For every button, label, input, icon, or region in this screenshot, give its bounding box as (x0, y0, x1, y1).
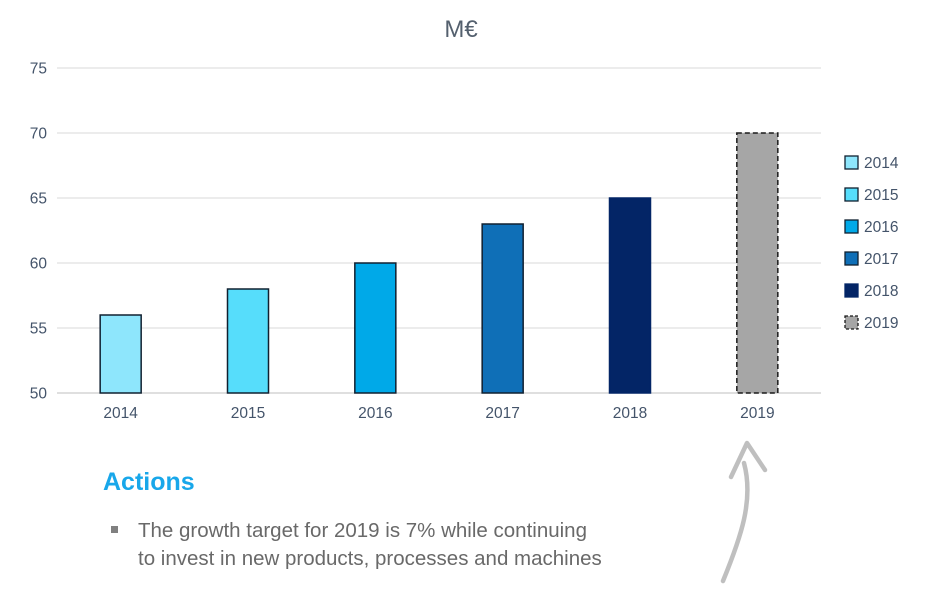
bullet-square-icon (111, 526, 118, 533)
x-tick-label-2016: 2016 (358, 405, 392, 422)
bar-2019 (736, 132, 779, 394)
x-tick-label-2014: 2014 (103, 405, 138, 422)
bar-2017 (481, 223, 524, 394)
legend-swatch-2018 (844, 283, 859, 298)
legend-swatch-2015 (844, 187, 859, 202)
bar-2018 (608, 197, 652, 394)
legend-label-2018: 2018 (864, 283, 898, 300)
legend-label-2015: 2015 (864, 187, 898, 204)
actions-bullet-text: The growth target for 2019 is 7% while c… (138, 519, 602, 570)
legend-label-2014: 2014 (864, 155, 899, 172)
y-tick-label-75: 75 (30, 61, 47, 78)
y-tick-label-60: 60 (30, 256, 48, 273)
bar-2015 (226, 288, 270, 394)
x-tick-label-2019: 2019 (740, 405, 774, 422)
bar-2014 (99, 314, 142, 394)
actions-bullet-item: The growth target for 2019 is 7% while c… (103, 517, 723, 573)
actions-heading: Actions (103, 468, 195, 496)
legend-swatch-2017 (844, 251, 859, 266)
legend-label-2019: 2019 (864, 315, 898, 332)
chart-title: M€ (444, 16, 478, 43)
x-tick-label-2015: 2015 (231, 405, 265, 422)
legend-swatch-2014 (844, 155, 859, 170)
y-tick-label-65: 65 (30, 191, 47, 208)
x-tick-label-2018: 2018 (613, 405, 647, 422)
x-tick-label-2017: 2017 (485, 405, 519, 422)
bar-2016 (354, 262, 397, 394)
actions-section: Actions The growth target for 2019 is 7%… (103, 468, 723, 573)
y-tick-label-70: 70 (30, 126, 48, 143)
arrow-shaft (720, 460, 750, 584)
legend-label-2017: 2017 (864, 251, 898, 268)
legend-swatch-2019 (844, 315, 859, 330)
y-tick-label-55: 55 (30, 321, 47, 338)
legend-label-2016: 2016 (864, 219, 898, 236)
revenue-bar-chart: 50 55 60 65 70 75 2014 2015 2016 2017 2018 2019 2014… (30, 61, 899, 423)
legend-swatch-2016 (844, 219, 859, 234)
y-tick-label-50: 50 (30, 386, 48, 403)
